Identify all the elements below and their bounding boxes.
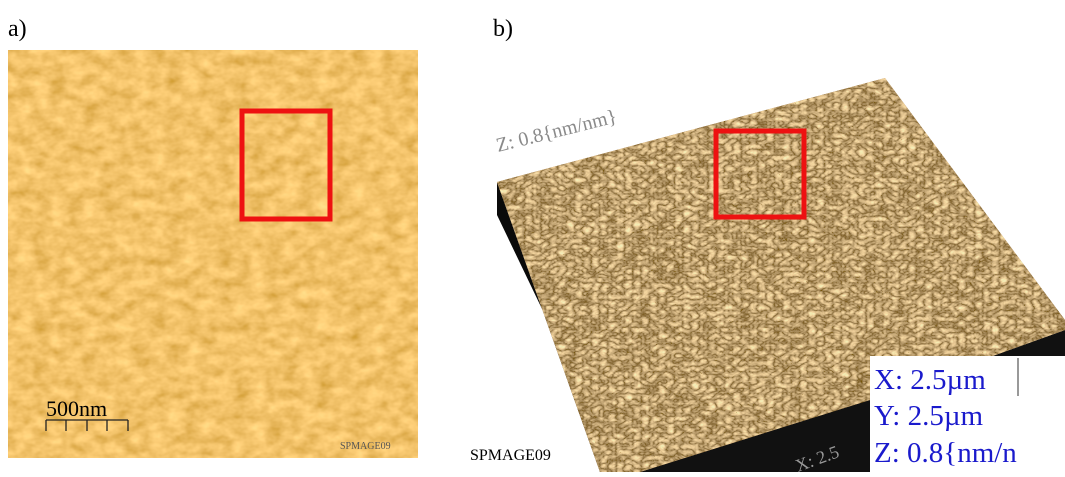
info-text: Z: 0.8{nm/n	[874, 437, 1017, 469]
figure: a) b) 500nm SPMAGE09 Z: 0.8{nm/nm} X: 2.…	[0, 0, 1065, 472]
info-text: Y: 2.5µm	[874, 400, 984, 432]
info-text: X: 2.5µm	[874, 364, 986, 396]
watermark: SPMAGE09	[470, 447, 551, 464]
panel-label: a)	[8, 16, 27, 42]
scale-bar-label: 500nm	[46, 396, 107, 421]
panel-label: b)	[493, 16, 513, 42]
z-axis-label: Z: 0.8{nm/nm}	[494, 106, 619, 157]
watermark: SPMAGE09	[340, 441, 391, 452]
